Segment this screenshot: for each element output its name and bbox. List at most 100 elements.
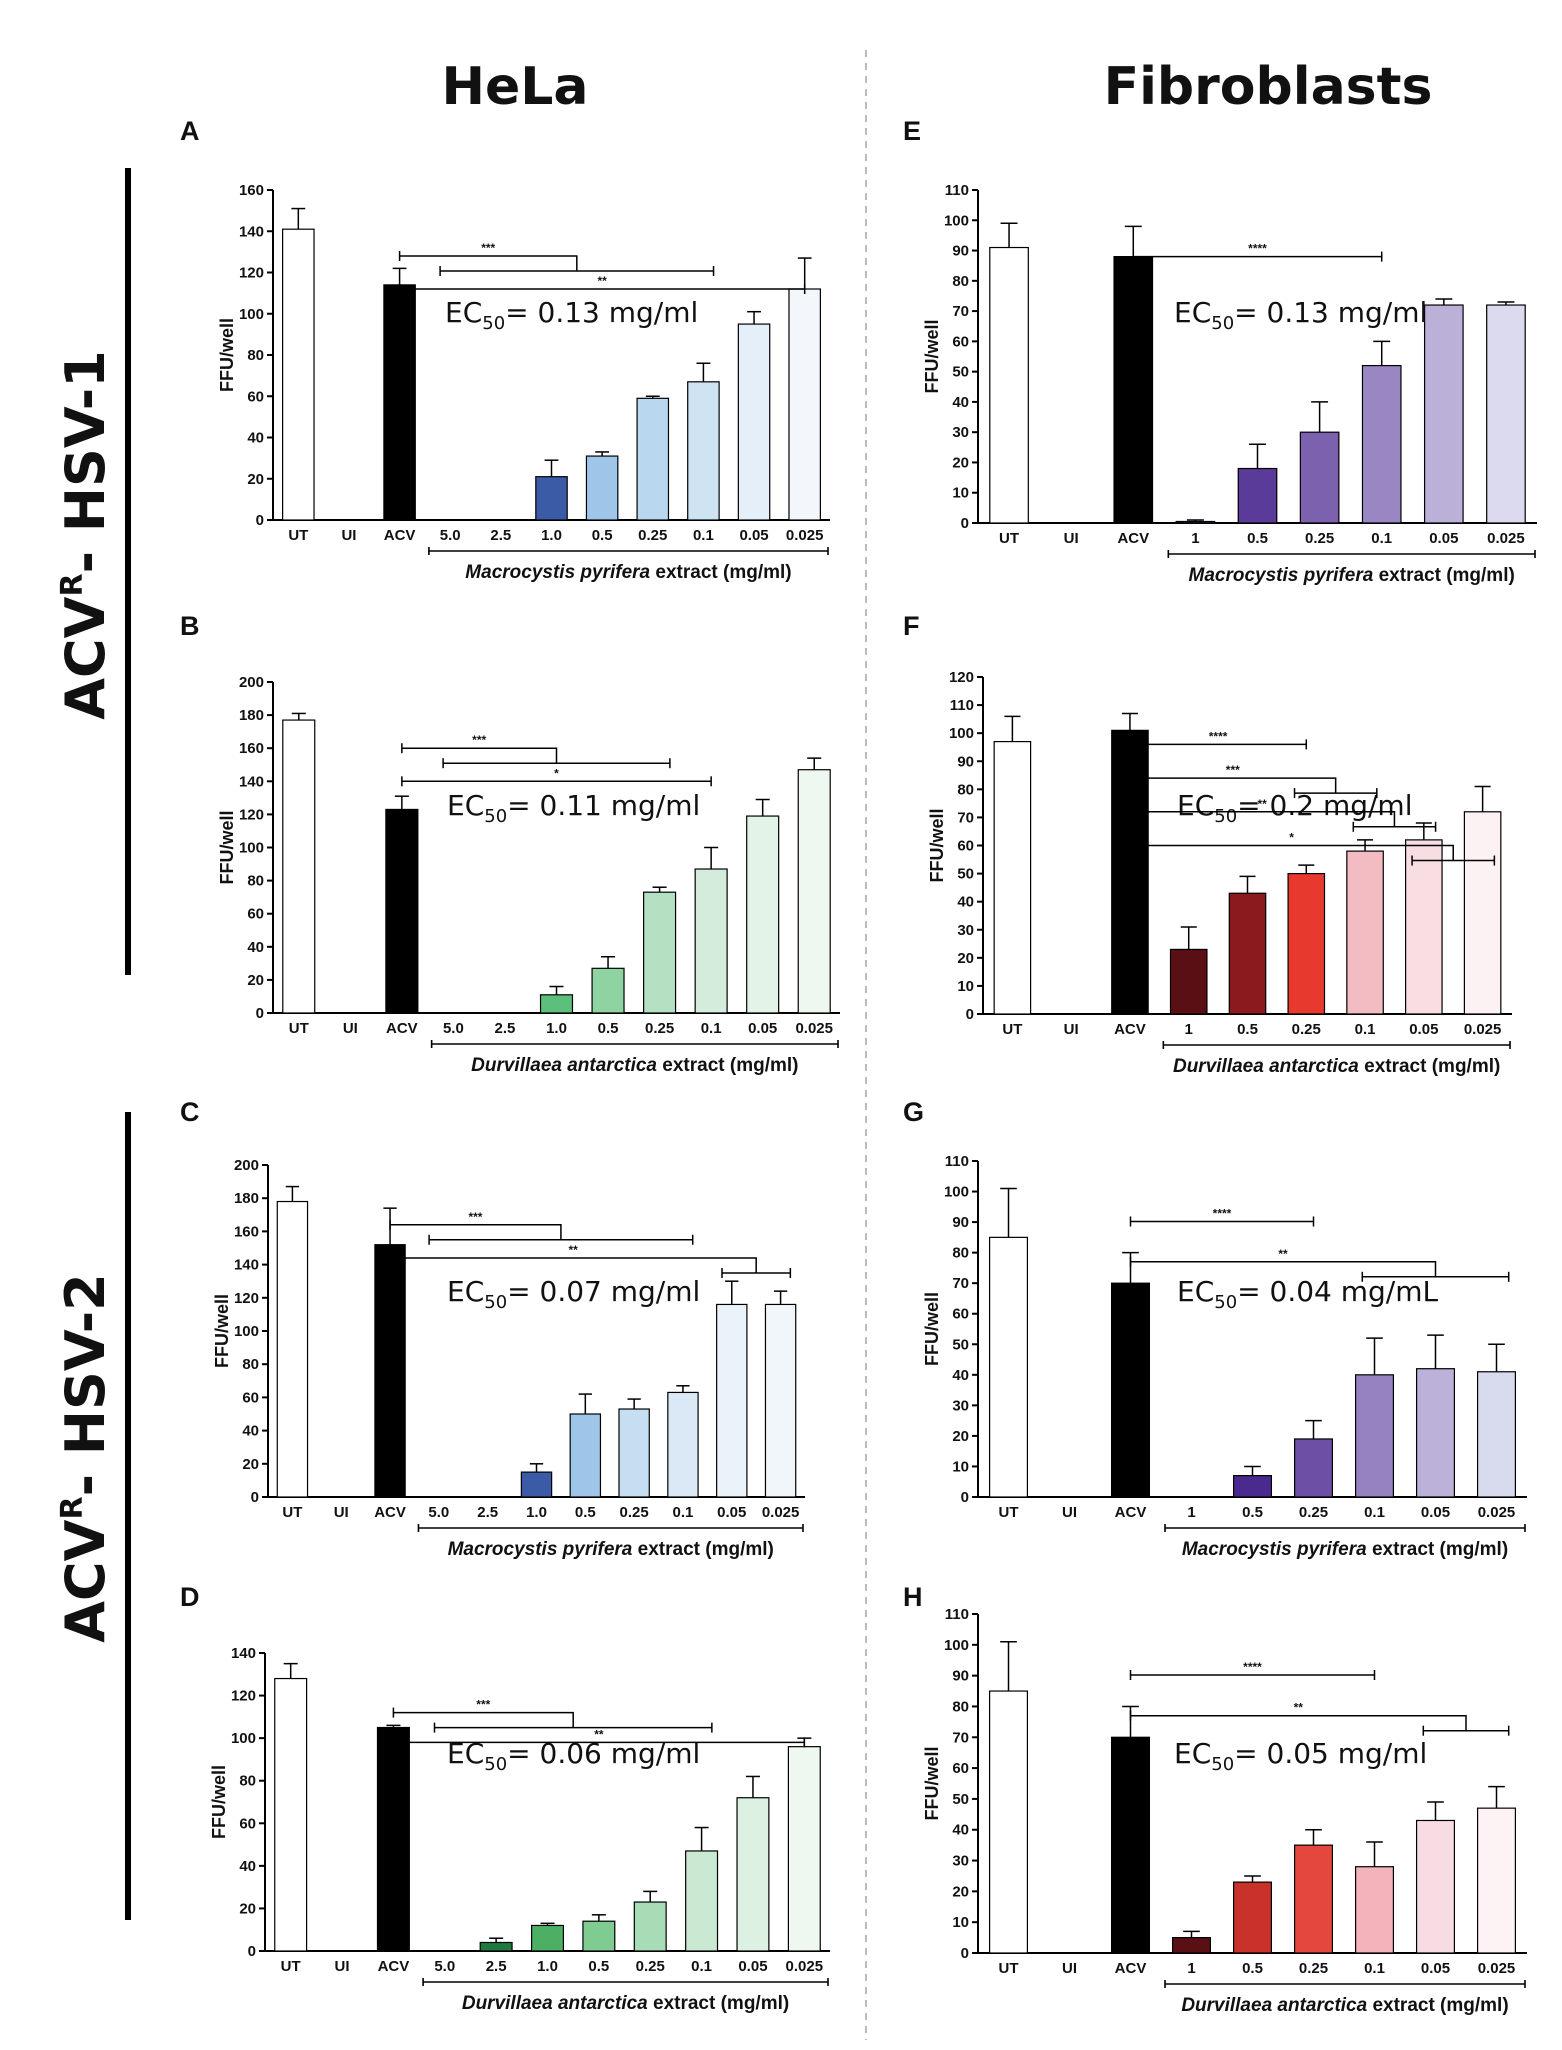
bar-1.0 [530,1924,565,1952]
y-tick-label: 30 [952,1853,969,1870]
bar-0.1 [1361,364,1402,524]
y-tick-label: 110 [945,182,969,199]
significance-label: *** [472,733,486,747]
x-tick-label: 0.25 [620,1504,649,1521]
sig-line [393,1711,574,1728]
panel-letter: A [180,116,200,146]
y-tick-label: 20 [247,972,264,989]
x-tick-label: 0.05 [739,527,768,544]
x-tick-label: 0.5 [1242,1504,1263,1521]
x-tick-label: UT [999,1960,1019,1977]
x-tick-label: 0.05 [1421,1960,1450,1977]
bar-1.0 [539,994,574,1014]
x-tick-label: ACV [386,1020,418,1037]
y-axis-label: FFU/well [922,1746,942,1820]
ec50-subscript: 50 [484,1754,507,1775]
ec50-label: EC50= 0.13 mg/ml [445,296,698,334]
bar-0.5 [585,455,619,521]
ec50-value: = 0.2 mg/ml [1237,789,1412,822]
y-tick-label: 60 [247,906,264,923]
bar-0.1 [694,868,728,1014]
ec50-label: EC50= 0.13 mg/ml [1174,296,1427,334]
extract-units: extract (mg/ml) [650,562,791,583]
x-tick-label: 0.25 [1292,1021,1321,1038]
bar-0.025 [1476,1807,1517,1954]
x-tick-label: 0.025 [1464,1021,1502,1038]
row-label-hsv2-main: ACV [54,1519,117,1642]
x-tick-label: ACV [374,1504,406,1521]
x-tick-label: 1.0 [541,527,562,544]
x-tick-label: 2.5 [477,1504,498,1521]
x-tick-label: 1 [1185,1021,1193,1038]
significance-label: **** [1243,1660,1262,1674]
y-tick-label: 90 [952,1214,969,1231]
bar-0.1 [1346,850,1384,1015]
sig-line [401,747,558,764]
bar-0.1 [667,1391,699,1498]
y-tick-label: 20 [952,454,969,471]
y-tick-label: 100 [234,1323,259,1340]
species-name: Macrocystis pyrifera [448,1539,633,1560]
x-tick-label: 0.1 [693,527,714,544]
ec50-prefix: EC [1174,296,1211,329]
bar-0.05 [1415,1819,1456,1954]
y-tick-label: 140 [234,1257,259,1274]
y-tick-label: 50 [957,866,974,883]
y-tick-label: 60 [239,1815,256,1832]
y-tick-label: 20 [239,1900,256,1917]
ec50-value: = 0.13 mg/ml [1234,296,1427,329]
y-tick-label: 40 [247,430,264,447]
x-tick-label: 0.5 [592,527,613,544]
y-tick-label: 80 [247,347,264,364]
y-tick-label: 20 [242,1456,259,1473]
y-tick-label: 80 [952,1245,969,1262]
panel-letter: B [180,611,200,641]
x-axis-label: Durvillaea antarctica extract (mg/ml) [471,1055,798,1076]
y-tick-label: 30 [952,1397,969,1414]
ec50-prefix: EC [1174,1737,1211,1770]
significance-label: *** [1226,763,1240,777]
y-tick-label: 40 [952,1367,969,1384]
ec50-value: = 0.04 mg/mL [1237,1275,1438,1308]
x-tick-label: 5.0 [443,1020,464,1037]
y-tick-label: 80 [242,1356,259,1373]
bar-0.1 [685,1850,719,1952]
column-title-fibroblasts: Fibroblasts [1104,57,1433,117]
bar-UT [274,1677,308,1952]
x-tick-label: UI [1062,1960,1077,1977]
species-name: Macrocystis pyrifera [1189,565,1374,586]
x-tick-label: 0.5 [575,1504,596,1521]
x-tick-label: UI [343,1020,358,1037]
x-tick-label: UT [281,1958,301,1975]
bar-0.025 [1486,304,1526,524]
ec50-subscript: 50 [1211,1754,1234,1775]
sig-line [1129,811,1396,827]
x-tick-label: ACV [378,1958,410,1975]
significance-label: *** [481,241,495,255]
y-tick-label: 80 [952,273,969,290]
row-label-hsv2-rest: - HSV-2 [54,1273,117,1496]
y-tick-label: 140 [231,1645,256,1662]
bar-UT [282,719,316,1014]
x-tick-label: 0.025 [1487,530,1525,547]
ec50-prefix: EC [447,1275,484,1308]
bar-1 [1175,520,1216,524]
x-axis-label: Macrocystis pyrifera extract (mg/ml) [1189,565,1515,586]
bar-0.5 [1228,892,1267,1015]
bar-ACV [376,1726,410,1952]
bar-0.25 [1287,872,1326,1015]
bar-0.025 [787,1746,821,1952]
y-tick-label: 110 [945,1153,969,1170]
y-axis-label: FFU/well [922,319,942,393]
x-tick-label: ACV [1115,1960,1147,1977]
x-axis-label: Durvillaea antarctica extract (mg/ml) [462,1993,789,2014]
x-tick-label: UT [282,1504,302,1521]
ec50-prefix: EC [447,789,484,822]
x-tick-label: UT [288,527,308,544]
y-tick-label: 140 [239,223,264,240]
x-tick-label: 1 [1187,1960,1195,1977]
bar-0.25 [618,1408,650,1498]
x-tick-label: 0.025 [795,1020,833,1037]
panel-a: A 0 20 40 60 80 100 120 140 160 FFU/well UT UI ACV 5.0… [180,116,830,583]
y-tick-label: 80 [239,1773,256,1790]
